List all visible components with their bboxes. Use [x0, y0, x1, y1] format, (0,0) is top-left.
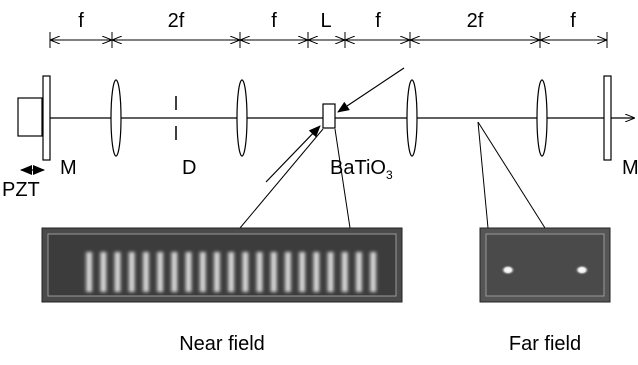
lens	[111, 80, 121, 156]
dim-label: f	[570, 10, 576, 32]
lens	[537, 80, 547, 156]
inset-caption: Near field	[179, 333, 265, 355]
inset-caption: Far field	[509, 333, 581, 355]
label-pzt: PZT	[2, 179, 40, 201]
dim-label: 2f	[168, 10, 185, 32]
mirror-right	[604, 76, 611, 160]
crystal	[323, 104, 335, 128]
lens	[407, 80, 417, 156]
mirror-left	[43, 76, 50, 160]
label-mirror: M	[60, 157, 77, 179]
dim-label: f	[375, 10, 381, 32]
dimension-labels: f 2f f L f 2f f	[78, 10, 576, 32]
dim-label: f	[78, 10, 84, 32]
dim-label: L	[320, 10, 331, 32]
dim-label: 2f	[467, 10, 484, 32]
pump-beam	[338, 68, 404, 112]
pump-beam	[266, 126, 320, 182]
dim-label: f	[271, 10, 277, 32]
crystal-subscript: 3	[386, 168, 393, 182]
pzt-block	[18, 98, 42, 136]
label-diaphragm: D	[182, 157, 196, 179]
lens	[237, 80, 247, 156]
far-field-image	[480, 228, 610, 302]
dimension-lines	[50, 32, 607, 48]
crystal-name: BaTiO	[330, 157, 386, 179]
near-field-image	[42, 228, 402, 302]
setup-diagram: f 2f f L f 2f f M D BaTiO3 M PZT	[0, 0, 638, 360]
label-mirror: M	[622, 157, 638, 179]
